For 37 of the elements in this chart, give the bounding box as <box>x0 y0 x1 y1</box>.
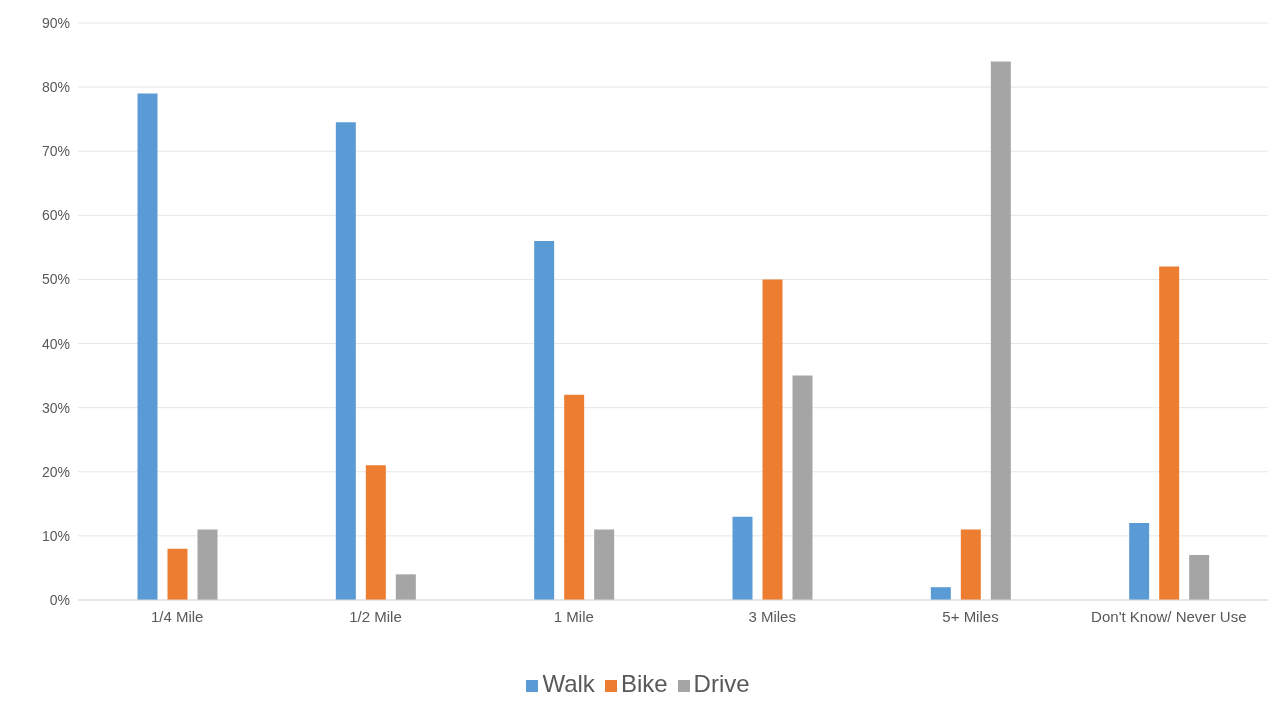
bar <box>1159 266 1180 600</box>
bar <box>167 548 188 600</box>
legend-label: Bike <box>620 670 668 697</box>
bar <box>732 516 753 600</box>
bar <box>335 122 356 600</box>
y-tick-label: 50% <box>41 271 70 288</box>
y-tick-label: 80% <box>41 79 70 96</box>
x-tick-label: 3 Miles <box>748 608 796 625</box>
bar <box>395 574 416 600</box>
y-tick-label: 20% <box>41 463 70 480</box>
x-tick-label: 1/4 Mile <box>150 608 204 625</box>
bar <box>930 587 951 600</box>
y-tick-label: 70% <box>41 143 70 160</box>
bar <box>960 529 981 600</box>
bar <box>792 375 813 600</box>
y-tick-label: 10% <box>41 527 70 544</box>
y-tick-label: 60% <box>41 207 70 224</box>
x-tick-label: Don't Know/ Never Use <box>1091 608 1247 625</box>
bar <box>594 529 615 600</box>
y-tick-label: 40% <box>41 335 70 352</box>
bar <box>1189 555 1210 600</box>
bar <box>365 465 386 600</box>
legend-label: Drive <box>693 670 750 697</box>
bar <box>564 394 585 600</box>
y-tick-label: 0% <box>49 591 70 608</box>
x-tick-label: 1/2 Mile <box>349 608 402 625</box>
x-tick-label: 5+ Miles <box>942 608 999 625</box>
x-tick-label: 1 Mile <box>553 608 594 625</box>
legend-label: Walk <box>542 670 595 697</box>
bar <box>137 93 158 600</box>
bar <box>990 61 1011 600</box>
bar <box>762 279 783 600</box>
y-tick-label: 30% <box>41 399 70 416</box>
bar <box>1129 523 1150 600</box>
bar <box>197 529 218 600</box>
y-tick-label: 90% <box>41 14 70 31</box>
bar <box>534 240 555 600</box>
